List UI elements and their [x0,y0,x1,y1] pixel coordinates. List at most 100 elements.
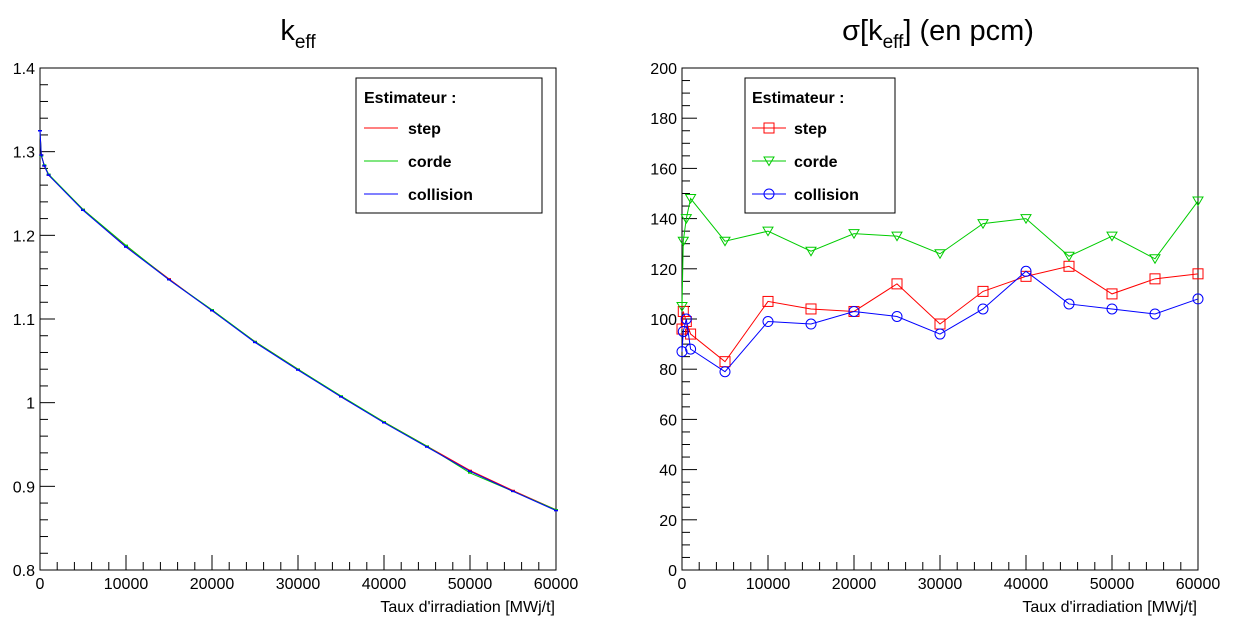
x-tick-label: 0 [36,576,45,593]
x-tick-label: 60000 [534,576,579,593]
sigma-point-collision [1063,298,1075,310]
keff-legend-label-collision: collision [408,187,473,204]
sigma-point-collision [719,366,731,378]
sigma-point-corde [848,229,860,240]
keff-legend-label-corde: corde [408,154,452,171]
sigma-point-step [680,316,692,328]
sigma-x-axis: 0 10000 20000 30000 40000 50000 60000 [678,555,1221,593]
x-tick-label: 30000 [918,576,963,593]
sigma-point-corde [762,226,774,237]
keff-x-axis: 0 10000 20000 30000 40000 50000 60000 [36,555,579,593]
sigma-series-layer [676,194,1204,378]
sigma-legend-box [744,77,896,214]
y-tick-label: 120 [650,262,677,279]
keff-x-axis-label: Taux d'irradiation [MWj/t] [380,599,555,616]
keff-legend-label-step: step [408,121,441,138]
y-tick-label: 1.4 [13,61,35,78]
sigma-point-collision [1020,265,1032,277]
sigma-series-line-corde [681,197,1199,307]
sigma-point-step [762,295,774,307]
x-tick-label: 50000 [448,576,493,593]
sigma-point-corde [684,194,697,205]
y-tick-label: 200 [650,61,677,78]
sigma-point-corde [680,214,693,225]
sigma-keff-chart: σ[keff] (en pcm) 0 10000 20000 30000 40000 50… [650,15,1220,616]
keff-series-line-collision [39,130,557,512]
sigma-point-step [1192,268,1204,280]
sigma-legend-title: Estimateur : [752,90,844,107]
sigma-point-corde [1020,214,1032,225]
y-tick-label: 1.3 [13,145,35,162]
y-tick-label: 1.1 [13,312,35,329]
sigma-legend-marker-collision [763,188,775,200]
sigma-keff-chart-title: σ[keff] (en pcm) [842,15,1034,53]
sigma-point-step [805,303,817,315]
sigma-point-corde [1149,254,1161,265]
x-tick-label: 60000 [1176,576,1221,593]
sigma-point-corde [677,236,690,247]
y-tick-label: 0.8 [13,563,35,580]
sigma-y-axis: 0 20 40 60 80 100 120 140 160 180 200 [650,61,697,580]
x-tick-label: 20000 [190,576,235,593]
sigma-point-collision [891,310,903,322]
sigma-series-line-step [681,265,1199,363]
y-tick-label: 80 [659,362,677,379]
sigma-point-collision [762,316,774,328]
keff-y-axis: 0.8 0.9 1 1.1 1.2 1.3 1.4 [13,61,55,580]
sigma-point-collision [848,305,860,317]
sigma-legend-label-corde: corde [794,154,838,171]
sigma-legend: Estimateur : step corde collision [744,77,896,214]
y-tick-label: 140 [650,212,677,229]
y-tick-label: 1 [26,396,35,413]
y-tick-label: 180 [650,111,677,128]
sigma-point-corde [1106,231,1118,242]
sigma-point-corde [805,246,817,257]
sigma-point-collision [685,343,697,355]
sigma-point-corde [891,231,903,242]
x-tick-label: 40000 [362,576,407,593]
keff-legend-box [355,77,543,214]
keff-chart-title: keff [280,15,316,53]
sigma-point-collision [1106,303,1118,315]
keff-series-layer [38,130,558,512]
x-tick-label: 0 [678,576,687,593]
y-tick-label: 100 [650,312,677,329]
sigma-point-corde [719,236,731,247]
sigma-point-collision [677,326,689,338]
y-tick-label: 60 [659,412,677,429]
keff-legend-title: Estimateur : [364,90,456,107]
x-tick-label: 20000 [832,576,877,593]
sigma-legend-label-step: step [794,121,827,138]
sigma-point-collision [676,346,688,358]
sigma-point-collision [934,328,946,340]
keff-chart: keff 0 10000 20000 30000 40000 50000 60000 0.8… [13,15,579,616]
y-tick-label: 1.2 [13,228,35,245]
sigma-point-step [977,285,989,297]
sigma-point-step [1149,273,1161,285]
sigma-point-collision [680,313,692,325]
x-tick-label: 40000 [1004,576,1049,593]
y-tick-label: 0 [668,563,677,580]
sigma-point-collision [977,303,989,315]
sigma-series-line-collision [681,270,1199,373]
sigma-point-collision [805,318,817,330]
y-tick-label: 160 [650,161,677,178]
y-tick-label: 0.9 [13,479,35,496]
keff-legend: Estimateur : step corde collision [355,77,543,214]
sigma-point-step [685,328,697,340]
x-tick-label: 10000 [746,576,791,593]
sigma-point-corde [1063,251,1075,262]
sigma-point-corde [676,301,688,312]
sigma-point-corde [977,219,989,230]
sigma-point-corde [1192,196,1204,207]
y-tick-label: 40 [659,463,677,480]
sigma-x-axis-label: Taux d'irradiation [MWj/t] [1022,599,1197,616]
sigma-legend-marker-step [763,122,775,134]
x-tick-label: 10000 [104,576,149,593]
sigma-legend-marker-corde [763,156,775,167]
x-tick-label: 30000 [276,576,321,593]
sigma-point-corde [934,249,946,260]
sigma-point-collision [1192,293,1204,305]
sigma-point-step [1106,288,1118,300]
